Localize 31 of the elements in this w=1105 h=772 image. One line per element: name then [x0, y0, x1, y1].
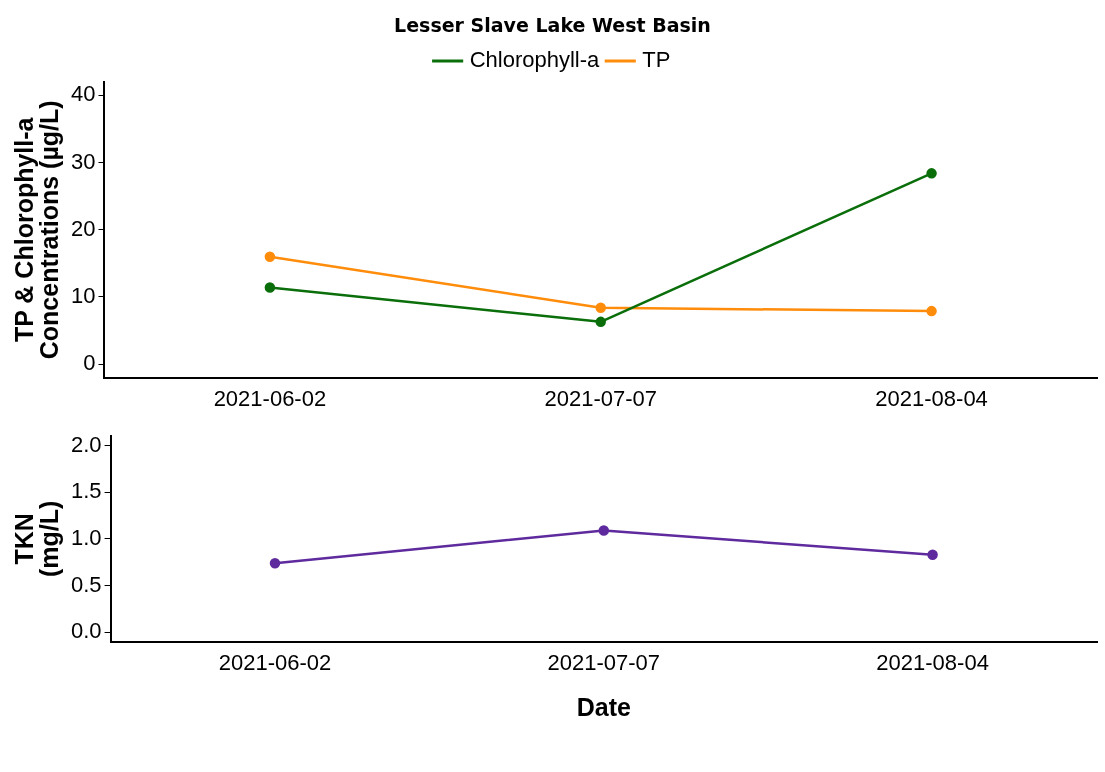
point: [926, 168, 937, 179]
point: [264, 251, 276, 262]
legend-label: TP: [642, 47, 671, 73]
point: [595, 316, 606, 328]
y-tick-label: 10: [70, 283, 96, 309]
y-tick-label: 2.0: [70, 431, 102, 457]
y-tick-label: 40: [70, 81, 96, 107]
point: [598, 525, 610, 536]
y-tick-label: 0: [83, 350, 96, 376]
legend-label: Chlorophyll-a: [469, 47, 601, 73]
x-tick-label: 2021-08-04: [876, 649, 989, 675]
y-tick-label: 1.0: [70, 524, 102, 550]
y-tick-label: 1.5: [70, 478, 102, 504]
x-tick-label: 2021-07-07: [547, 649, 661, 675]
y-axis-title: TP & Chlorophyll-a Concentrations (µg/L): [10, 100, 64, 360]
point: [269, 557, 281, 569]
point: [595, 302, 606, 313]
y-tick-label: 30: [70, 148, 96, 174]
point: [264, 282, 276, 293]
x-tick-label: 2021-06-02: [218, 649, 332, 675]
y-tick-label: 0.5: [70, 571, 102, 597]
x-tick-label: 2021-08-04: [875, 385, 988, 411]
y-axis-title: TKN (mg/L): [10, 500, 64, 578]
point: [926, 305, 937, 317]
x-tick-label: 2021-06-02: [213, 385, 327, 411]
y-tick-label: 0.0: [70, 618, 102, 644]
point: [927, 549, 938, 561]
chart-title: Lesser Slave Lake West Basin: [393, 13, 712, 38]
y-tick-label: 20: [70, 215, 96, 241]
x-axis-title: Date: [576, 692, 631, 721]
x-tick-label: 2021-07-07: [544, 385, 658, 411]
